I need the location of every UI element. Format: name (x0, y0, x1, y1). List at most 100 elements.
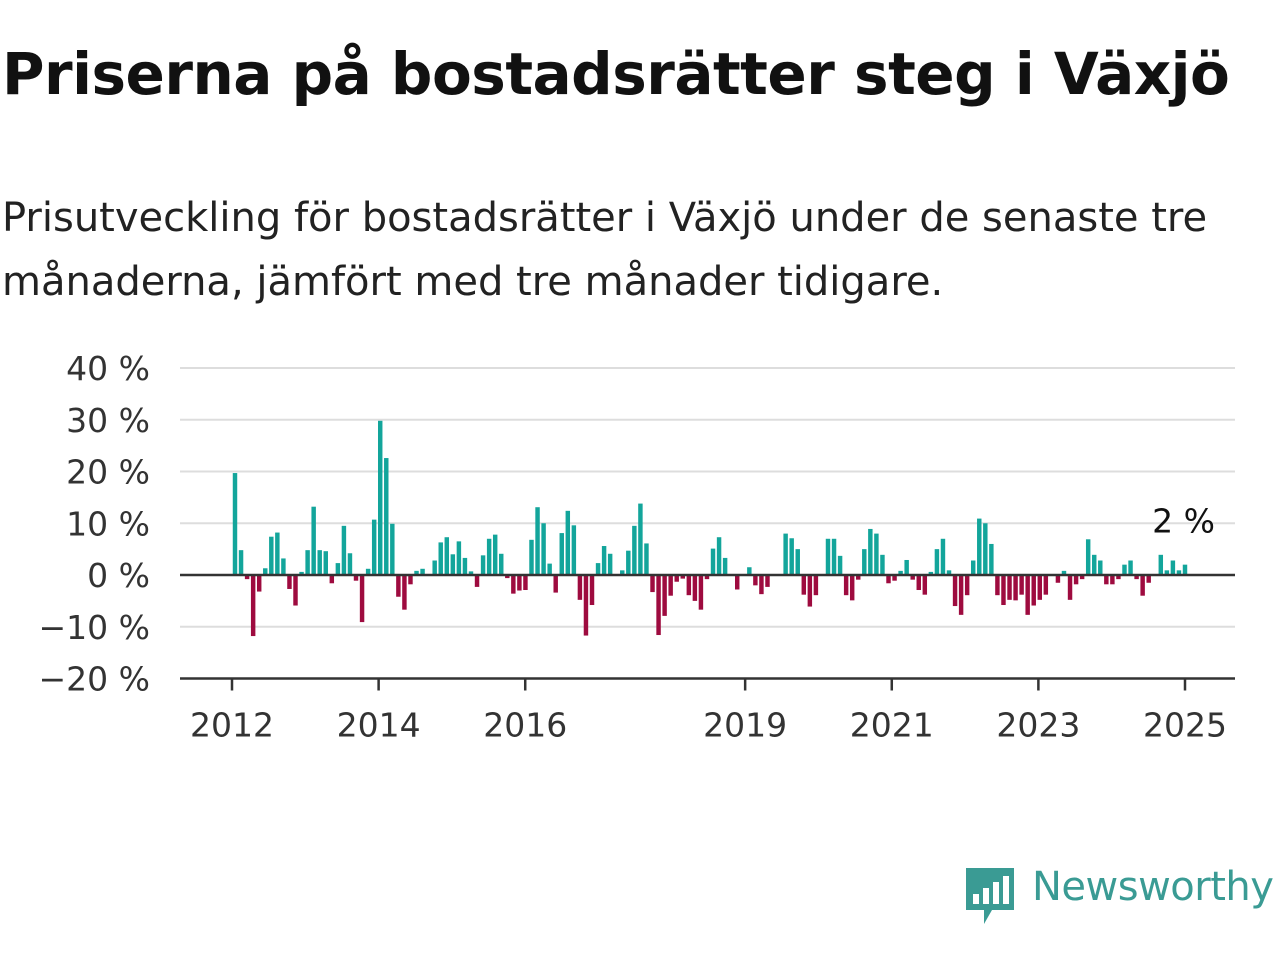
bar (535, 507, 540, 575)
y-tick-label: 0 % (87, 556, 150, 595)
bar (1146, 575, 1151, 583)
y-tick-label: −10 % (39, 608, 151, 647)
x-tick-label: 2023 (996, 706, 1080, 745)
bar (511, 575, 516, 594)
bar (735, 575, 740, 590)
x-tick-label: 2019 (703, 706, 787, 745)
bar (577, 575, 583, 600)
bar (335, 563, 341, 575)
bar (462, 557, 468, 575)
bar (480, 555, 486, 575)
bar (934, 549, 940, 576)
bar (384, 458, 389, 575)
bar (1104, 575, 1109, 585)
bar (1176, 570, 1182, 575)
bar (565, 510, 571, 575)
bar (293, 575, 298, 606)
bar (1182, 564, 1188, 575)
bar (783, 533, 788, 575)
bar (341, 525, 347, 575)
newsworthy-logo: Newsworthy (962, 862, 1280, 932)
bars (232, 420, 1188, 637)
bar (250, 575, 256, 637)
bar (995, 575, 1000, 596)
bar (1013, 575, 1018, 601)
bar (1007, 575, 1012, 600)
bar (813, 575, 819, 596)
bar (946, 570, 952, 575)
bar (662, 575, 667, 616)
bar (263, 568, 268, 575)
y-tick-label: −20 % (39, 660, 151, 699)
bar (626, 550, 631, 575)
bar (1134, 575, 1139, 580)
bar (311, 506, 316, 575)
y-tick-label: 20 % (66, 453, 150, 492)
bar (317, 550, 322, 575)
bar (1158, 554, 1164, 575)
bar (910, 575, 915, 580)
bar (916, 575, 921, 591)
bar (396, 575, 401, 597)
bar (753, 575, 758, 586)
bar (710, 548, 716, 575)
y-tick-label: 30 % (66, 401, 150, 440)
bar (589, 575, 595, 606)
bar (868, 528, 873, 575)
bar (1092, 554, 1097, 575)
bar (456, 541, 462, 575)
bar (541, 523, 546, 575)
bar (432, 560, 437, 575)
bar (928, 571, 934, 575)
bar (595, 563, 601, 575)
bar (952, 575, 958, 607)
bar (444, 537, 450, 575)
annotations: 2 % (1152, 502, 1215, 541)
bar (353, 575, 359, 581)
bar (1025, 575, 1030, 615)
bar (438, 542, 443, 575)
bar (414, 570, 419, 575)
bar (958, 575, 964, 615)
bar (989, 543, 994, 575)
bar (553, 575, 558, 593)
bar (1019, 575, 1024, 595)
bar (402, 575, 407, 610)
bar (856, 575, 861, 580)
bar (886, 575, 891, 584)
bar (849, 575, 855, 601)
y-tick-label: 40 % (66, 349, 150, 388)
bar (559, 533, 564, 575)
bar (269, 536, 274, 575)
bar (874, 533, 879, 575)
bar (323, 551, 328, 575)
bar (420, 568, 425, 575)
bar (1037, 575, 1042, 600)
bar (977, 518, 982, 575)
bar (644, 543, 649, 575)
bar (668, 575, 673, 596)
chart-title: Priserna på bostadsrätter steg i Växjö (2, 40, 1230, 108)
bar (529, 539, 534, 575)
bar (281, 558, 286, 575)
last-value-label: 2 % (1152, 502, 1215, 541)
x-tick-label: 2021 (850, 706, 934, 745)
bar (299, 571, 304, 575)
bar (716, 537, 722, 575)
bar (371, 519, 377, 575)
bar (686, 575, 692, 596)
bar (825, 538, 831, 575)
brand-name: Newsworthy (1032, 864, 1274, 910)
bar (1164, 570, 1170, 575)
bar (1110, 575, 1115, 585)
bar (347, 553, 353, 575)
x-tick-label: 2014 (337, 706, 421, 745)
bar (1085, 539, 1091, 575)
bar (505, 575, 510, 579)
bar (390, 523, 395, 575)
x-tick-label: 2025 (1143, 706, 1227, 745)
bar (892, 575, 897, 581)
bar (1067, 575, 1073, 600)
bar (1043, 575, 1049, 595)
bar (656, 575, 661, 636)
